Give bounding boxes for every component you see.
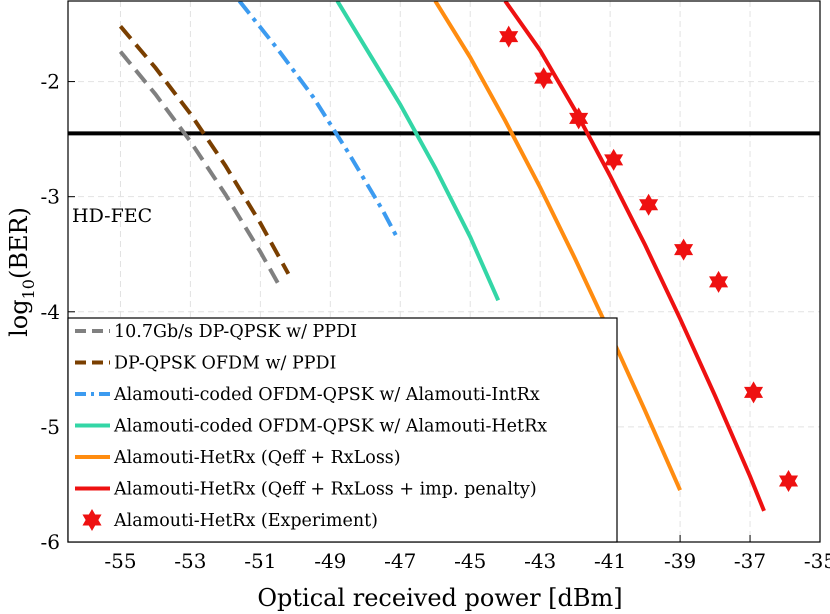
y-tick-label: -2: [41, 70, 60, 94]
x-tick-label: -37: [734, 549, 766, 573]
point-alamouti-hetrx-experiment: [534, 67, 554, 90]
series-line-alamouti-hetrx-qeff-rxloss-imp-penalty: [503, 1, 766, 512]
y-tick-label: -5: [41, 415, 60, 439]
y-axis-label-arg: (BER): [5, 207, 33, 279]
legend-label-alamouti-coded-ofdm-qpsk-w-alamouti-hetrx: Alamouti-coded OFDM-QPSK w/ Alamouti-Het…: [113, 417, 547, 437]
y-axis-label: log10(BER): [5, 207, 38, 337]
legend-box: [67, 317, 618, 543]
series-line-alamouti-coded-ofdm-qpsk-w-alamouti-intrx: [237, 1, 399, 238]
legend-label-10-7gb-s-dp-qpsk-w-ppdi: 10.7Gb/s DP-QPSK w/ PPDI: [114, 322, 357, 342]
ticks: -55 -53 -51 -49 -47 -45 -43 -41 -39 -37 -35 -6 -5 -4 -…: [41, 70, 830, 573]
legend-label-dp-qpsk-ofdm-w-ppdi: DP-QPSK OFDM w/ PPDI: [114, 354, 336, 374]
y-axis-label-sub: 10: [19, 279, 38, 299]
series-line-dp-qpsk-ofdm-w-ppdi: [118, 25, 291, 275]
point-alamouti-hetrx-experiment: [778, 469, 799, 492]
x-tick-label: -55: [104, 549, 136, 573]
point-alamouti-hetrx-experiment: [604, 148, 624, 171]
legend-label-alamouti-hetrx-qeff-rxloss: Alamouti-HetRx (Qeff + RxLoss): [113, 448, 401, 468]
y-axis-label-base: log: [5, 299, 33, 337]
legend-swatch-alamouti-hetrx-experiment: [82, 509, 102, 531]
y-tick-label: -3: [41, 185, 60, 209]
x-tick-label: -35: [804, 549, 830, 573]
point-alamouti-hetrx-experiment: [569, 107, 589, 130]
x-tick-label: -41: [594, 549, 626, 573]
x-tick-label: -39: [664, 549, 696, 573]
series-layer: [118, 1, 766, 512]
legend-label-alamouti-coded-ofdm-qpsk-w-alamouti-intrx: Alamouti-coded OFDM-QPSK w/ Alamouti-Int…: [113, 385, 540, 405]
series-line-alamouti-coded-ofdm-qpsk-w-alamouti-hetrx: [335, 1, 501, 302]
threshold-label: HD-FEC: [72, 205, 152, 227]
series-line-alamouti-hetrx-qeff-rxloss: [433, 1, 682, 492]
series-line-10-7gb-s-dp-qpsk-w-ppdi: [118, 50, 280, 284]
y-tick-label: -6: [41, 530, 60, 554]
x-tick-label: -51: [244, 549, 276, 573]
y-tick-label: -4: [41, 300, 60, 324]
marker-layer: [499, 25, 799, 492]
x-tick-label: -43: [524, 549, 556, 573]
legend: 10.7Gb/s DP-QPSK w/ PPDI DP-QPSK OFDM w/ …: [67, 317, 618, 543]
point-alamouti-hetrx-experiment: [639, 193, 659, 216]
point-alamouti-hetrx-experiment: [499, 25, 519, 48]
x-axis-label: Optical received power [dBm]: [257, 584, 622, 612]
point-alamouti-hetrx-experiment: [744, 381, 764, 404]
legend-label-alamouti-hetrx-experiment: Alamouti-HetRx (Experiment): [113, 511, 378, 531]
legend-label-alamouti-hetrx-qeff-rxloss-imp-penalty: Alamouti-HetRx (Qeff + RxLoss + imp. pen…: [113, 480, 537, 500]
point-alamouti-hetrx-experiment: [709, 270, 729, 293]
x-tick-label: -45: [454, 549, 486, 573]
x-tick-label: -47: [384, 549, 416, 573]
x-tick-label: -49: [314, 549, 346, 573]
point-alamouti-hetrx-experiment: [674, 238, 694, 261]
x-tick-label: -53: [174, 549, 206, 573]
